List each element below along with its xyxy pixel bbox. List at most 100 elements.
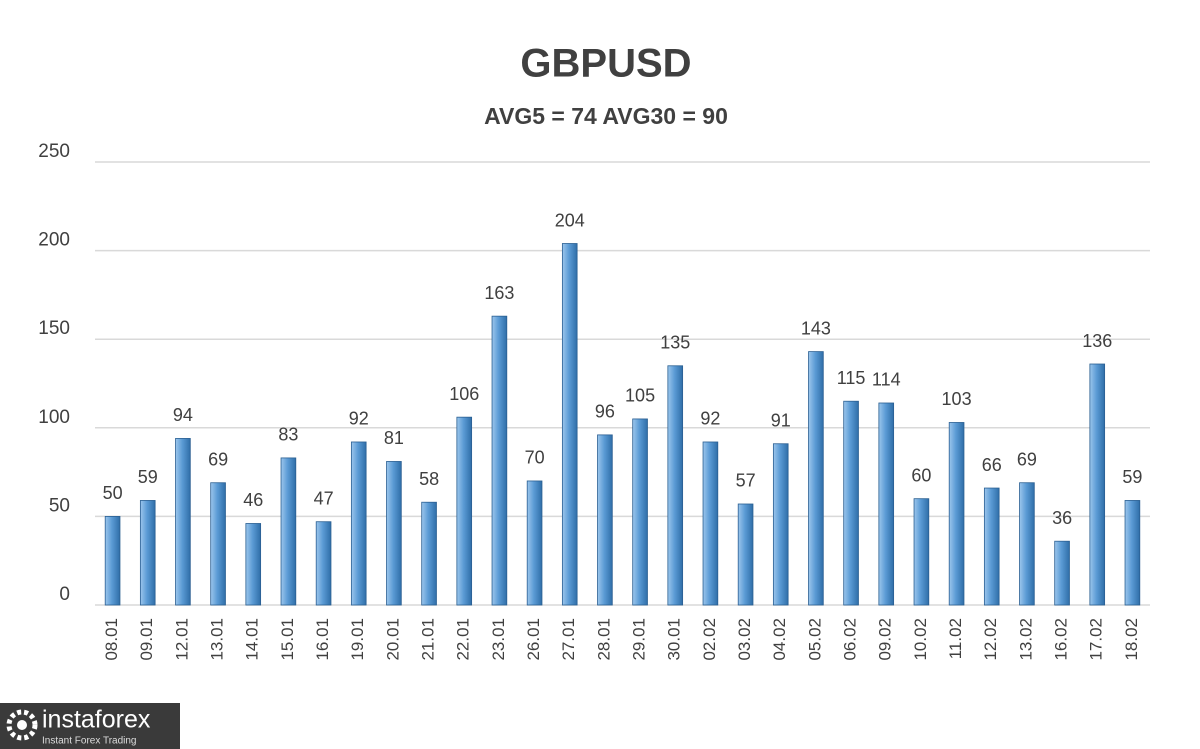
data-label: 57 [736, 471, 756, 491]
data-label: 66 [982, 455, 1002, 475]
data-label: 143 [801, 318, 831, 338]
bar [421, 501, 437, 606]
bar [386, 461, 402, 606]
x-tick-label: 29.01 [630, 618, 649, 661]
x-tick-label: 16.01 [313, 618, 332, 661]
x-tick-label: 04.02 [770, 618, 789, 661]
bar [1019, 482, 1035, 606]
x-tick-label: 13.02 [1016, 618, 1035, 661]
x-tick-label: 08.01 [102, 618, 121, 661]
bar [983, 487, 1000, 606]
y-tick-label: 50 [49, 495, 70, 516]
logo: instaforex Instant Forex Trading [0, 703, 180, 749]
x-tick-label: 13.01 [208, 618, 227, 661]
data-label: 94 [173, 405, 193, 425]
bar [561, 243, 578, 606]
bar [104, 516, 121, 606]
bar [913, 498, 930, 606]
x-tick-label: 03.02 [735, 618, 754, 661]
bar [350, 441, 367, 606]
x-tick-label: 19.01 [348, 618, 367, 661]
data-label: 60 [911, 465, 931, 485]
data-label: 70 [525, 448, 545, 468]
data-label: 96 [595, 402, 615, 422]
data-label: 106 [449, 384, 479, 404]
bar [878, 402, 895, 606]
x-tick-label: 21.01 [419, 618, 438, 661]
bar [1089, 363, 1106, 606]
chart-subtitle: AVG5 = 74 AVG30 = 90 [484, 103, 728, 129]
bar [808, 351, 824, 606]
x-tick-label: 28.01 [594, 618, 613, 661]
x-tick-label: 23.01 [489, 618, 508, 661]
logo-name: instaforex [42, 706, 151, 734]
x-tick-label: 20.01 [383, 618, 402, 661]
data-label: 69 [208, 449, 228, 469]
bar [1054, 540, 1070, 606]
bar [948, 422, 965, 606]
bar [632, 418, 648, 606]
logo-icon [6, 709, 38, 741]
x-tick-label: 09.01 [137, 618, 156, 661]
data-label: 50 [103, 483, 123, 503]
y-tick-label: 0 [59, 584, 70, 605]
data-label: 92 [700, 409, 720, 429]
bar [1124, 500, 1141, 606]
x-tick-label: 15.01 [278, 618, 297, 661]
data-label: 136 [1082, 331, 1112, 351]
logo-tagline: Instant Forex Trading [42, 736, 137, 747]
y-tick-label: 200 [38, 230, 70, 251]
data-label: 47 [314, 488, 334, 508]
bar [210, 482, 226, 606]
y-tick-label: 100 [38, 407, 70, 428]
x-tick-label: 11.02 [946, 618, 965, 659]
data-label: 103 [942, 389, 972, 409]
data-label: 135 [660, 333, 690, 353]
bar [456, 416, 473, 606]
bar [245, 523, 262, 606]
data-label: 81 [384, 428, 404, 448]
x-tick-label: 17.02 [1087, 618, 1106, 661]
bar [843, 400, 859, 606]
logo-icon-center [17, 720, 27, 730]
x-tick-label: 18.02 [1122, 618, 1141, 661]
bar [280, 457, 297, 606]
bar [667, 365, 684, 606]
bar [175, 438, 191, 606]
x-tick-label: 05.02 [805, 618, 824, 661]
x-tick-label: 27.01 [559, 618, 578, 661]
data-label: 46 [243, 490, 263, 510]
bar [315, 521, 332, 606]
y-tick-label: 250 [38, 141, 70, 162]
data-label: 58 [419, 469, 439, 489]
bar [526, 480, 543, 606]
data-label: 105 [625, 386, 655, 406]
data-label: 114 [872, 370, 901, 390]
x-tick-label: 16.02 [1052, 618, 1071, 661]
x-tick-label: 09.02 [876, 618, 895, 661]
bar [772, 443, 789, 606]
data-label: 163 [484, 283, 514, 303]
x-tick-label: 22.01 [454, 618, 473, 661]
y-tick-label: 150 [38, 318, 70, 339]
data-label: 59 [138, 467, 158, 487]
x-tick-label: 02.02 [700, 618, 719, 661]
bar [702, 441, 719, 606]
x-tick-label: 12.01 [172, 618, 191, 661]
logo-box [0, 703, 180, 749]
bar [737, 503, 754, 606]
bar [491, 315, 508, 606]
bar [597, 434, 613, 606]
bar [139, 500, 156, 606]
x-tick-label: 14.01 [243, 618, 262, 661]
x-tick-label: 26.01 [524, 618, 543, 661]
x-tick-label: 10.02 [911, 618, 930, 661]
data-label: 36 [1052, 508, 1072, 528]
data-label: 83 [278, 425, 298, 445]
data-label: 115 [837, 368, 866, 388]
chart-title: GBPUSD [520, 42, 691, 86]
data-label: 59 [1122, 467, 1142, 487]
x-tick-label: 30.01 [665, 618, 684, 661]
